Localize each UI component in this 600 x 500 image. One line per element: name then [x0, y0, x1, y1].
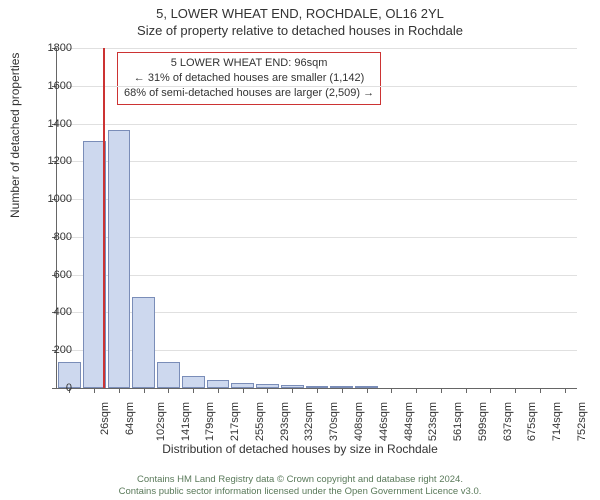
x-tick-mark [119, 388, 120, 393]
x-tick-label: 637sqm [502, 402, 514, 441]
annotation-line2: ← 31% of detached houses are smaller (1,… [124, 71, 374, 86]
page-title: 5, LOWER WHEAT END, ROCHDALE, OL16 2YL [0, 0, 600, 21]
x-tick-mark [168, 388, 169, 393]
x-tick-label: 293sqm [279, 402, 291, 441]
x-tick-label: 599sqm [477, 402, 489, 441]
x-axis-label: Distribution of detached houses by size … [0, 442, 600, 456]
y-tick-label: 1000 [32, 193, 72, 205]
x-tick-mark [193, 388, 194, 393]
chart-container: 5, LOWER WHEAT END, ROCHDALE, OL16 2YL S… [0, 0, 600, 500]
y-axis-label: Number of detached properties [8, 53, 22, 218]
x-tick-label: 179sqm [205, 402, 217, 441]
footer-line2: Contains public sector information licen… [0, 486, 600, 498]
x-tick-mark [144, 388, 145, 393]
footer-attribution: Contains HM Land Registry data © Crown c… [0, 474, 600, 498]
x-tick-label: 141sqm [180, 402, 192, 441]
grid-line [57, 86, 577, 87]
footer-line1: Contains HM Land Registry data © Crown c… [0, 474, 600, 486]
annotation-line1: 5 LOWER WHEAT END: 96sqm [124, 56, 374, 71]
grid-line [57, 237, 577, 238]
histogram-bar [182, 376, 205, 388]
x-tick-label: 484sqm [403, 402, 415, 441]
x-tick-mark [367, 388, 368, 393]
x-tick-label: 561sqm [452, 402, 464, 441]
x-tick-mark [466, 388, 467, 393]
property-marker-line [103, 48, 105, 388]
y-tick-label: 200 [32, 344, 72, 356]
x-tick-label: 446sqm [378, 402, 390, 441]
x-tick-label: 752sqm [576, 402, 588, 441]
x-tick-mark [565, 388, 566, 393]
x-tick-mark [391, 388, 392, 393]
x-tick-label: 714sqm [551, 402, 563, 441]
x-tick-label: 26sqm [99, 402, 111, 435]
page-subtitle: Size of property relative to detached ho… [0, 21, 600, 38]
x-tick-label: 408sqm [353, 402, 365, 441]
histogram-bar [207, 380, 230, 388]
grid-line [57, 161, 577, 162]
grid-line [57, 275, 577, 276]
grid-line [57, 48, 577, 49]
histogram-bar [108, 130, 131, 388]
x-tick-mark [441, 388, 442, 393]
x-tick-label: 370sqm [328, 402, 340, 441]
y-tick-label: 1200 [32, 155, 72, 167]
x-tick-label: 332sqm [304, 402, 316, 441]
y-tick-label: 1400 [32, 118, 72, 130]
y-tick-label: 0 [32, 382, 72, 394]
y-tick-label: 400 [32, 306, 72, 318]
x-tick-mark [243, 388, 244, 393]
grid-line [57, 124, 577, 125]
histogram-bar [157, 362, 180, 388]
annotation-callout: 5 LOWER WHEAT END: 96sqm ← 31% of detach… [117, 52, 381, 105]
grid-line [57, 199, 577, 200]
x-tick-mark [416, 388, 417, 393]
x-tick-mark [515, 388, 516, 393]
x-tick-mark [218, 388, 219, 393]
x-tick-label: 102sqm [155, 402, 167, 441]
x-tick-mark [317, 388, 318, 393]
x-tick-mark [490, 388, 491, 393]
y-tick-label: 1600 [32, 80, 72, 92]
y-tick-label: 1800 [32, 42, 72, 54]
x-tick-label: 217sqm [229, 402, 241, 441]
x-tick-label: 64sqm [124, 402, 136, 435]
chart-plot-area: 5 LOWER WHEAT END: 96sqm ← 31% of detach… [56, 48, 577, 389]
annotation-line3: 68% of semi-detached houses are larger (… [124, 86, 374, 101]
x-tick-mark [292, 388, 293, 393]
x-tick-mark [342, 388, 343, 393]
y-tick-label: 600 [32, 269, 72, 281]
x-tick-label: 675sqm [526, 402, 538, 441]
x-tick-mark [267, 388, 268, 393]
x-tick-mark [540, 388, 541, 393]
x-tick-label: 523sqm [427, 402, 439, 441]
y-tick-label: 800 [32, 231, 72, 243]
x-tick-mark [94, 388, 95, 393]
histogram-bar [132, 297, 155, 388]
x-tick-label: 255sqm [254, 402, 266, 441]
